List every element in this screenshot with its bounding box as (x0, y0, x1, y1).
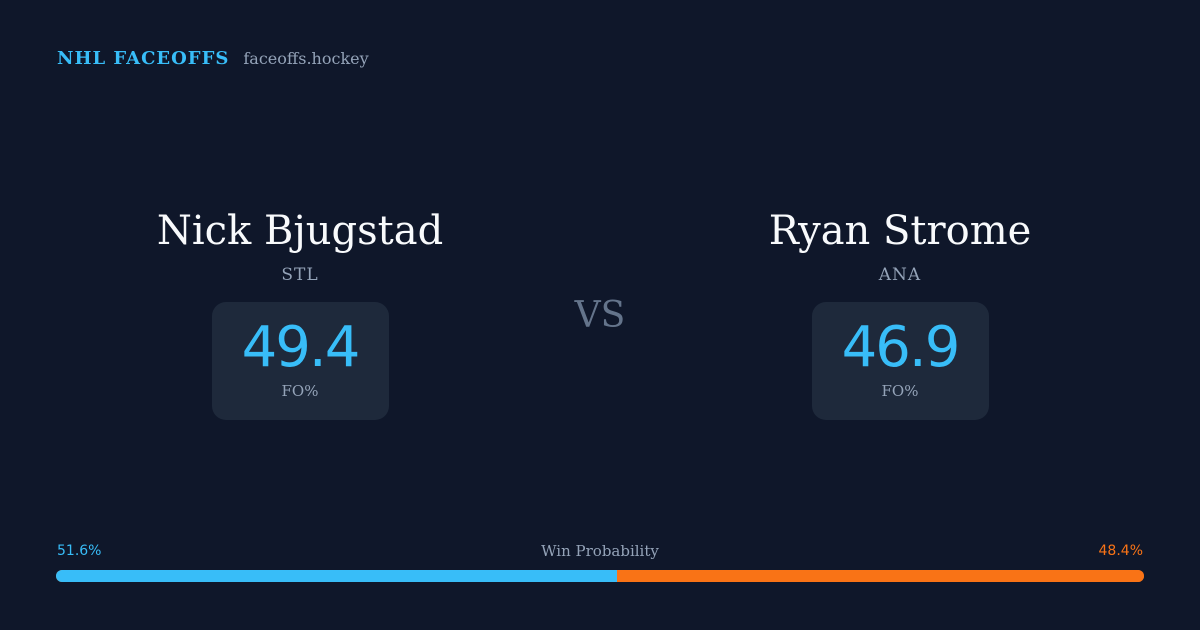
faceoff-percentage-value: 49.4 (241, 315, 361, 380)
player-team: ANA (878, 265, 922, 285)
win-probability-bar-right (617, 570, 1144, 582)
faceoff-percentage-value: 46.9 (841, 315, 961, 380)
win-probability-bar (56, 570, 1144, 582)
win-probability-bar-left (56, 570, 618, 582)
faceoff-stat-box: 46.9 FO% (811, 302, 989, 420)
player-team: STL (281, 265, 319, 285)
faceoff-percentage-label: FO% (281, 382, 319, 400)
faceoff-stat-box: 49.4 FO% (211, 302, 389, 420)
win-probability-title: Win Probability (541, 542, 659, 560)
player-card-right: Ryan Strome ANA 46.9 FO% (700, 205, 1100, 420)
versus-label: VS (574, 295, 626, 336)
win-probability-left-value: 51.6% (57, 543, 102, 559)
player-card-left: Nick Bjugstad STL 49.4 FO% (100, 205, 500, 420)
faceoff-percentage-label: FO% (881, 382, 919, 400)
player-name: Nick Bjugstad (156, 208, 444, 254)
brand-site-url[interactable]: faceoffs.hockey (243, 49, 369, 68)
player-name: Ryan Strome (768, 208, 1032, 254)
win-probability-right-value: 48.4% (1098, 543, 1143, 559)
brand-name: NHL FACEOFFS (57, 48, 230, 69)
brand-header: NHL FACEOFFS faceoffs.hockey (57, 48, 369, 72)
